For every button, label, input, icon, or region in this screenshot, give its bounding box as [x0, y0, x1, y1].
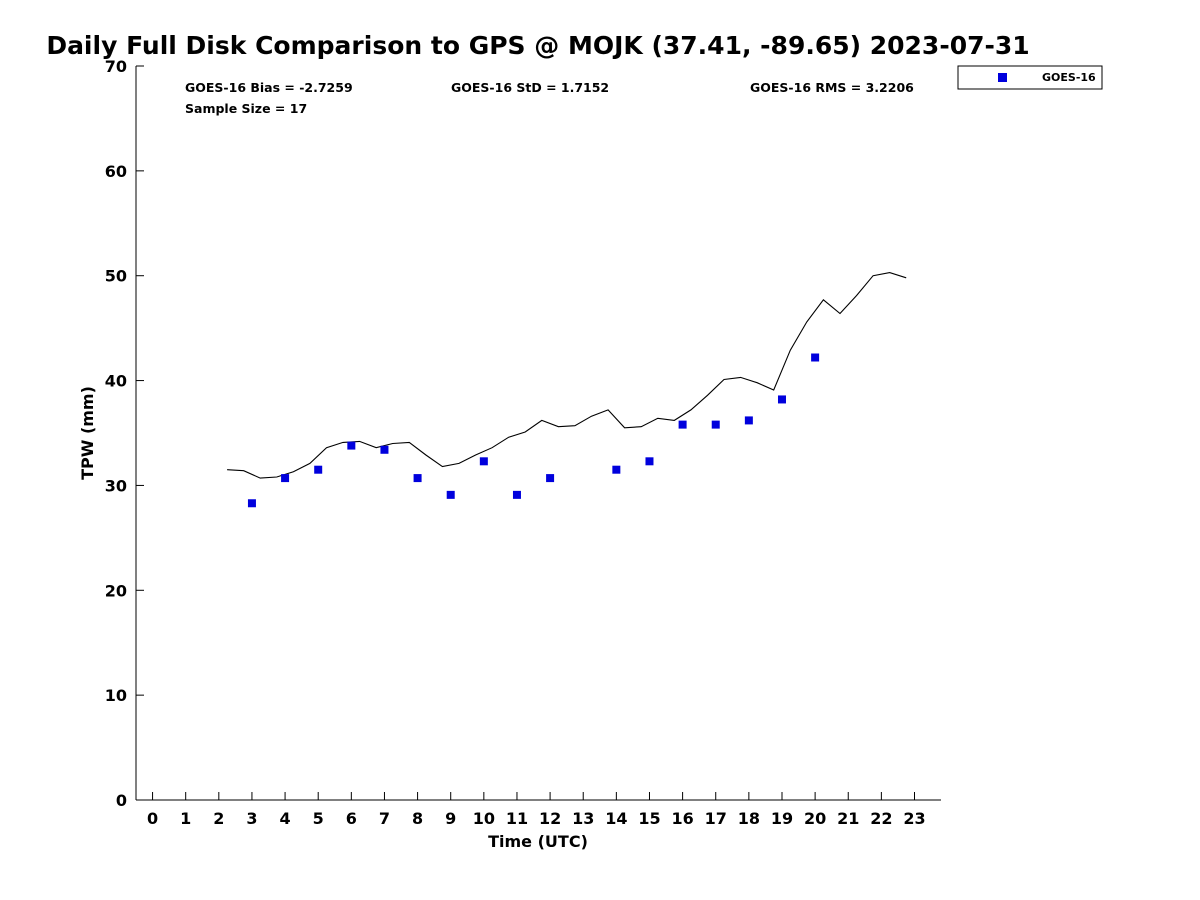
x-tick-label: 7	[379, 809, 390, 828]
goes16-data-point	[479, 457, 488, 466]
goes16-data-point	[811, 353, 820, 362]
reference-line-group	[227, 272, 907, 479]
x-tick-label: 22	[870, 809, 892, 828]
x-tick-label: 9	[445, 809, 456, 828]
y-tick-label: 30	[105, 476, 127, 495]
x-tick-label: 16	[671, 809, 693, 828]
x-tick-label: 3	[246, 809, 257, 828]
y-tick-label: 50	[105, 267, 127, 286]
x-tick-label: 13	[572, 809, 594, 828]
x-tick-label: 6	[346, 809, 357, 828]
legend: GOES-16	[957, 65, 1103, 90]
x-tick-label: 1	[180, 809, 191, 828]
y-axis-ticks: 0 10 20 30 40 50 60 70	[105, 57, 144, 810]
goes16-data-point	[380, 445, 389, 454]
x-tick-label: 8	[412, 809, 423, 828]
y-tick-label: 40	[105, 372, 127, 391]
x-tick-label: 18	[738, 809, 760, 828]
goes16-data-point	[512, 490, 521, 499]
y-tick-label: 0	[116, 791, 127, 810]
goes16-data-point	[612, 465, 621, 474]
goes16-data-point	[314, 465, 323, 474]
stat-bias: GOES-16 Bias = -2.7259	[185, 80, 353, 95]
x-axis-ticks: 0 1 2 3 4 5 6 7 8 9 10 11 12 13 14 15 16 17 18 19 20 21 22 23	[147, 792, 926, 828]
x-tick-label: 10	[473, 809, 495, 828]
stat-std: GOES-16 StD = 1.7152	[451, 80, 609, 95]
x-tick-label: 21	[837, 809, 859, 828]
goes16-data-point	[281, 474, 290, 483]
x-tick-label: 2	[213, 809, 224, 828]
legend-label-goes16: GOES-16	[1042, 71, 1096, 84]
goes16-data-point	[413, 474, 422, 483]
x-tick-label: 5	[313, 809, 324, 828]
goes16-data-point	[446, 490, 455, 499]
plot-frame	[136, 66, 941, 800]
x-tick-label: 0	[147, 809, 158, 828]
x-axis-label: Time (UTC)	[488, 832, 588, 851]
goes16-data-point	[347, 441, 356, 450]
gps-reference-line	[227, 272, 907, 479]
x-tick-label: 11	[506, 809, 528, 828]
legend-box	[957, 65, 1103, 90]
x-tick-label: 19	[771, 809, 793, 828]
chart-title: Daily Full Disk Comparison to GPS @ MOJK…	[46, 31, 1029, 60]
goes16-data-point	[546, 474, 555, 483]
y-tick-label: 60	[105, 162, 127, 181]
goes16-data-point	[645, 457, 654, 466]
y-tick-label: 20	[105, 581, 127, 600]
y-tick-label: 70	[105, 57, 127, 76]
goes16-data-point	[247, 499, 256, 508]
goes16-data-point	[744, 416, 753, 425]
x-tick-label: 4	[280, 809, 291, 828]
y-tick-label: 10	[105, 686, 127, 705]
y-axis-label: TPW (mm)	[78, 386, 97, 480]
x-tick-label: 15	[638, 809, 660, 828]
x-tick-label: 23	[903, 809, 925, 828]
stat-rms: GOES-16 RMS = 3.2206	[750, 80, 914, 95]
axes	[135, 66, 941, 801]
x-tick-label: 20	[804, 809, 826, 828]
goes16-data-point	[711, 420, 720, 429]
legend-marker-goes16	[998, 73, 1007, 82]
x-tick-label: 12	[539, 809, 561, 828]
goes16-data-point	[678, 420, 687, 429]
scatter-points-group	[247, 353, 820, 508]
x-tick-label: 14	[605, 809, 627, 828]
stats-block: GOES-16 Bias = -2.7259 GOES-16 StD = 1.7…	[185, 80, 914, 116]
goes16-data-point	[777, 395, 786, 404]
stat-sample-size: Sample Size = 17	[185, 101, 307, 116]
x-tick-label: 17	[705, 809, 727, 828]
